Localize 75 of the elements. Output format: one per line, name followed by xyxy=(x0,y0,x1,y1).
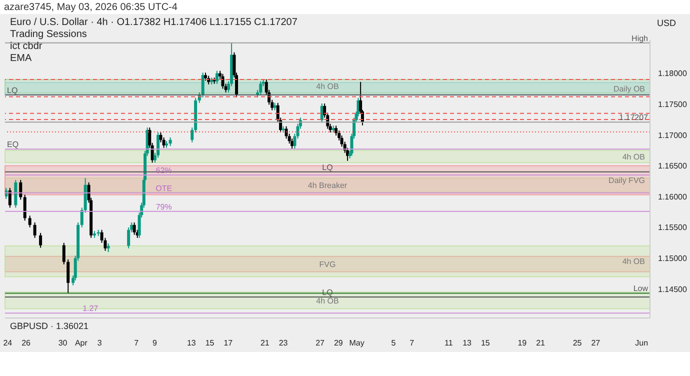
candlestick xyxy=(8,187,12,208)
candlestick xyxy=(19,179,22,200)
candlestick xyxy=(216,70,219,84)
x-tick-label: 30 xyxy=(58,338,68,348)
x-tick-label: 21 xyxy=(260,338,270,348)
candlestick xyxy=(28,215,32,228)
text: GBPUSD · 1.36021 xyxy=(10,321,89,331)
ref-line-label: 1.17207 xyxy=(619,113,649,122)
x-tick-label: 27 xyxy=(591,338,601,348)
band-label: 4h OB xyxy=(316,82,339,92)
y-tick-label: 1.18000 xyxy=(658,69,688,78)
x-tick-label: 29 xyxy=(334,338,344,348)
candlestick xyxy=(14,179,18,208)
x-tick-label: 15 xyxy=(480,338,490,348)
annotation: OTE xyxy=(156,184,172,193)
ref-line-label: LQ xyxy=(322,162,333,172)
band-label: Daily FVG xyxy=(608,176,645,186)
chart-title: Euro / U.S. Dollar · 4h · O1.17382 H1.17406 L1.17155 C1.17207 xyxy=(10,17,298,28)
band-label: 4h Breaker xyxy=(308,181,348,190)
x-tick-label: 11 xyxy=(444,338,454,348)
ref-line-label: EQ xyxy=(7,140,19,150)
x-tick-label: 15 xyxy=(205,338,215,348)
x-tick-label: 25 xyxy=(572,338,582,348)
y-tick-label: 1.14500 xyxy=(658,284,688,294)
y-tick-label: 1.16500 xyxy=(658,162,688,171)
text: USD xyxy=(657,18,676,28)
x-tick-label: 17 xyxy=(224,338,234,348)
y-tick-label: 1.15500 xyxy=(658,223,688,232)
band-label: 4h OB xyxy=(622,257,645,266)
x-tick-label: 5 xyxy=(391,338,396,348)
x-tick-label: May xyxy=(349,338,364,348)
ref-line-label: Low xyxy=(633,284,648,294)
x-tick-label: 13 xyxy=(462,338,472,348)
candlestick xyxy=(284,126,288,140)
x-tick-label: 3 xyxy=(97,338,102,348)
x-tick-label: 7 xyxy=(410,338,415,348)
x-tick-label: 21 xyxy=(536,338,546,348)
ref-line-label: High xyxy=(632,34,648,43)
candlestick xyxy=(39,232,42,248)
y-tick-label: 1.15000 xyxy=(658,254,688,264)
annotation: 79% xyxy=(156,202,172,212)
candlestick xyxy=(66,258,70,294)
x-tick-label: 24 xyxy=(3,338,13,348)
text: Trading Sessions xyxy=(10,29,87,40)
y-tick-label: 1.17000 xyxy=(658,130,688,140)
y-tick-label: 1.16000 xyxy=(658,192,688,202)
candlestick xyxy=(127,226,130,249)
candlestick xyxy=(132,222,136,236)
band-label: FVG xyxy=(319,260,336,269)
band-label: 4h OB xyxy=(622,152,645,162)
text: azare3745, May 03, 2026 06:35 UTC-4 xyxy=(4,2,178,13)
annotation: ict cbdr xyxy=(10,41,42,52)
x-tick-label: Apr xyxy=(74,338,88,348)
candlestick xyxy=(23,194,26,222)
candlestick xyxy=(221,73,224,90)
candlestick xyxy=(62,242,66,265)
band-label: Daily OB xyxy=(613,84,645,94)
candlestick xyxy=(156,132,160,158)
ref-line-label: LQ xyxy=(7,86,18,95)
x-tick-label: 27 xyxy=(316,338,326,348)
candlestick xyxy=(33,222,36,238)
candlestick xyxy=(334,125,338,136)
annotation: EMA xyxy=(10,53,32,64)
x-tick-label: 23 xyxy=(278,338,288,348)
candlestick xyxy=(259,80,262,96)
annotation: 1.27 xyxy=(82,304,99,314)
x-tick-label: 13 xyxy=(186,338,196,348)
x-tick-label: 7 xyxy=(134,338,140,348)
x-tick-label: 26 xyxy=(22,338,32,348)
x-tick-label: Jun xyxy=(635,338,648,348)
candlestick xyxy=(162,136,166,148)
y-tick-label: 1.17500 xyxy=(658,100,688,109)
band-label: 4h OB xyxy=(316,296,339,306)
x-tick-label: 9 xyxy=(152,338,158,348)
x-tick-label: 19 xyxy=(518,338,528,348)
